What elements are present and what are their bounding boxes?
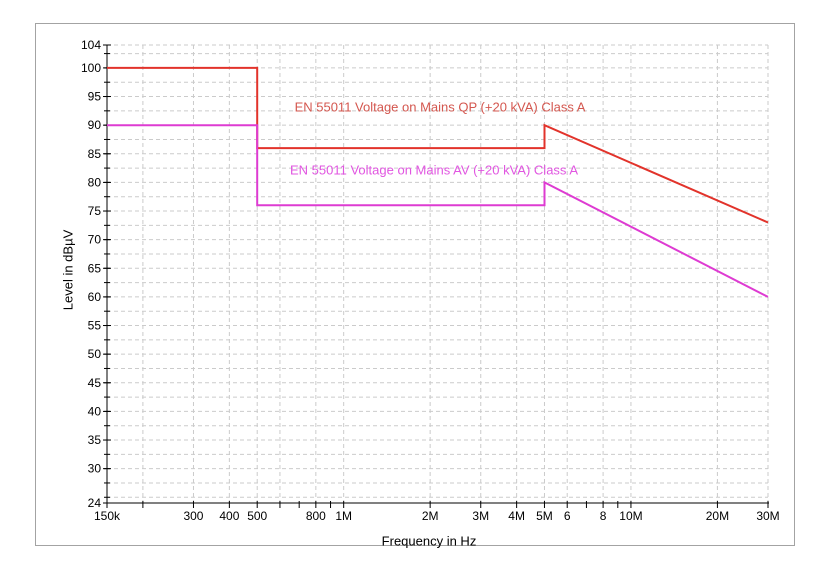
x-tick-label: 4M [508,509,525,523]
x-tick-label: 500 [247,509,267,523]
x-axis-title: Frequency in Hz [381,533,477,549]
y-tick-label: 90 [88,118,102,132]
y-tick-label: 75 [88,204,102,218]
y-tick-label: 104 [81,38,101,52]
x-tick-label: 10M [619,509,642,523]
x-tick-label: 20M [706,509,729,523]
y-tick-label: 30 [88,462,102,476]
y-tick-label: 45 [88,376,102,390]
y-tick-label: 60 [88,290,102,304]
y-tick-label: 100 [81,61,101,75]
limit-line-av [107,124,769,298]
x-tick-label: 2M [422,509,439,523]
x-tick-label: 1M [335,509,352,523]
x-tick-label: 800 [306,509,326,523]
y-tick-label: 85 [88,147,102,161]
y-tick-label: 50 [88,347,102,361]
y-axis-title: Level in dBµV [60,229,76,311]
limit-line-qp [107,66,769,224]
x-tick-label: 150k [94,509,121,523]
y-tick-label: 24 [88,496,102,510]
y-tick-label: 55 [88,319,102,333]
x-tick-label: 3M [472,509,489,523]
x-tick-label: 6 [564,509,571,523]
y-tick-label: 65 [88,261,102,275]
series-label-av: EN 55011 Voltage on Mains AV (+20 kVA) C… [290,162,578,178]
series-label-qp: EN 55011 Voltage on Mains QP (+20 kVA) C… [294,99,586,115]
x-tick-label: 400 [219,509,239,523]
y-tick-label: 40 [88,404,102,418]
x-tick-label: 8 [600,509,607,523]
y-tick-label: 70 [88,233,102,247]
x-tick-label: 30M [756,509,779,523]
x-tick-label: 5M [536,509,553,523]
y-tick-label: 35 [88,433,102,447]
x-tick-label: 300 [183,509,203,523]
y-tick-label: 95 [88,90,102,104]
y-tick-label: 80 [88,175,102,189]
chart-panel [35,23,795,546]
